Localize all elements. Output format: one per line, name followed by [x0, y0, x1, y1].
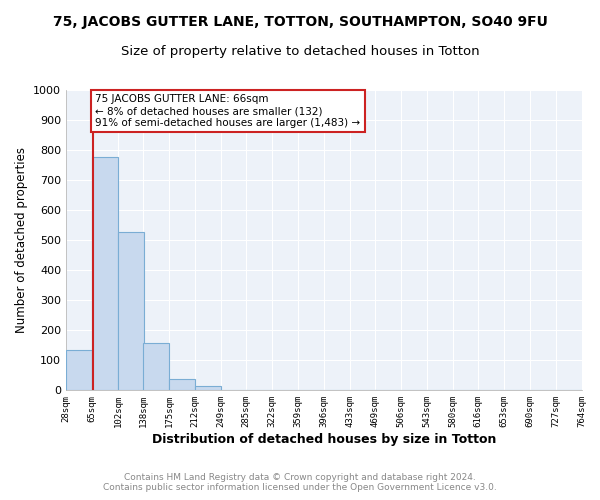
- Text: 75 JACOBS GUTTER LANE: 66sqm
← 8% of detached houses are smaller (132)
91% of se: 75 JACOBS GUTTER LANE: 66sqm ← 8% of det…: [95, 94, 361, 128]
- Bar: [118, 232, 144, 390]
- X-axis label: Distribution of detached houses by size in Totton: Distribution of detached houses by size …: [152, 432, 496, 446]
- Text: 75, JACOBS GUTTER LANE, TOTTON, SOUTHAMPTON, SO40 9FU: 75, JACOBS GUTTER LANE, TOTTON, SOUTHAMP…: [53, 15, 547, 29]
- Text: Contains HM Land Registry data © Crown copyright and database right 2024.
Contai: Contains HM Land Registry data © Crown c…: [103, 473, 497, 492]
- Bar: [143, 342, 169, 390]
- Bar: [195, 386, 221, 390]
- Text: Size of property relative to detached houses in Totton: Size of property relative to detached ho…: [121, 45, 479, 58]
- Bar: [169, 379, 195, 390]
- Y-axis label: Number of detached properties: Number of detached properties: [14, 147, 28, 333]
- Bar: [92, 156, 118, 390]
- Bar: [66, 350, 92, 390]
